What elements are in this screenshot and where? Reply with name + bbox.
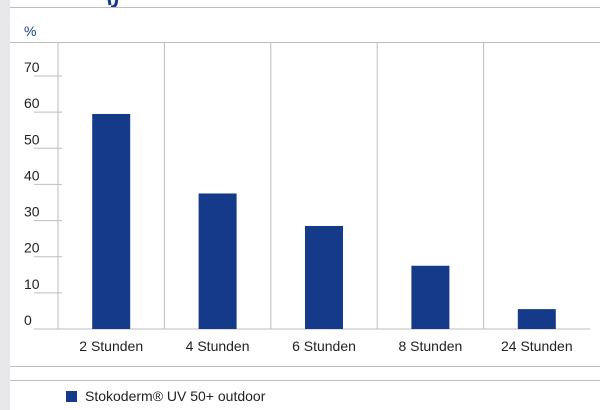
chart-bottom-rule bbox=[10, 366, 600, 367]
x-tick-label-2: 6 Stunden bbox=[292, 338, 356, 354]
bar-4 bbox=[517, 309, 556, 329]
x-tick-label-4: 24 Stunden bbox=[501, 338, 573, 354]
y-tick-label-0: 0 bbox=[24, 312, 32, 328]
y-tick-label-1: 10 bbox=[24, 276, 40, 292]
y-tick-label-5: 50 bbox=[24, 131, 40, 147]
y-tick-label-4: 40 bbox=[24, 167, 40, 183]
x-tick-label-1: 4 Stunden bbox=[186, 338, 250, 354]
bar-0 bbox=[92, 113, 131, 329]
y-tick-label-3: 30 bbox=[24, 204, 40, 220]
legend-label: Stokoderm® UV 50+ outdoor bbox=[85, 388, 266, 404]
bar-layer bbox=[92, 113, 556, 329]
legend-rule bbox=[10, 380, 600, 381]
bar-2 bbox=[305, 225, 343, 329]
cropped-title-fragment bbox=[104, 0, 140, 7]
y-tick-label-7: 70 bbox=[24, 59, 40, 75]
bar-1 bbox=[198, 193, 237, 329]
bar-chart: 0 10 20 30 40 50 60 70 2 Stunden 4 Stunden 6 Stun… bbox=[24, 43, 590, 354]
y-tick-label-2: 20 bbox=[24, 240, 40, 256]
legend-swatch bbox=[66, 390, 77, 402]
left-margin-strip bbox=[0, 0, 10, 410]
x-tick-label-3: 8 Stunden bbox=[398, 338, 462, 354]
x-tick-labels: 2 Stunden 4 Stunden 6 Stunden 8 Stunden 24 S… bbox=[79, 338, 572, 354]
y-axis-unit-label: % bbox=[24, 23, 37, 39]
y-tick-labels: 0 10 20 30 40 50 60 70 bbox=[24, 59, 40, 328]
x-tick-label-0: 2 Stunden bbox=[79, 338, 143, 354]
legend: Stokoderm® UV 50+ outdoor bbox=[66, 387, 265, 405]
y-tick-label-6: 60 bbox=[24, 95, 40, 111]
bar-3 bbox=[411, 265, 450, 329]
top-rule bbox=[10, 7, 600, 8]
unit-rule bbox=[10, 42, 600, 43]
